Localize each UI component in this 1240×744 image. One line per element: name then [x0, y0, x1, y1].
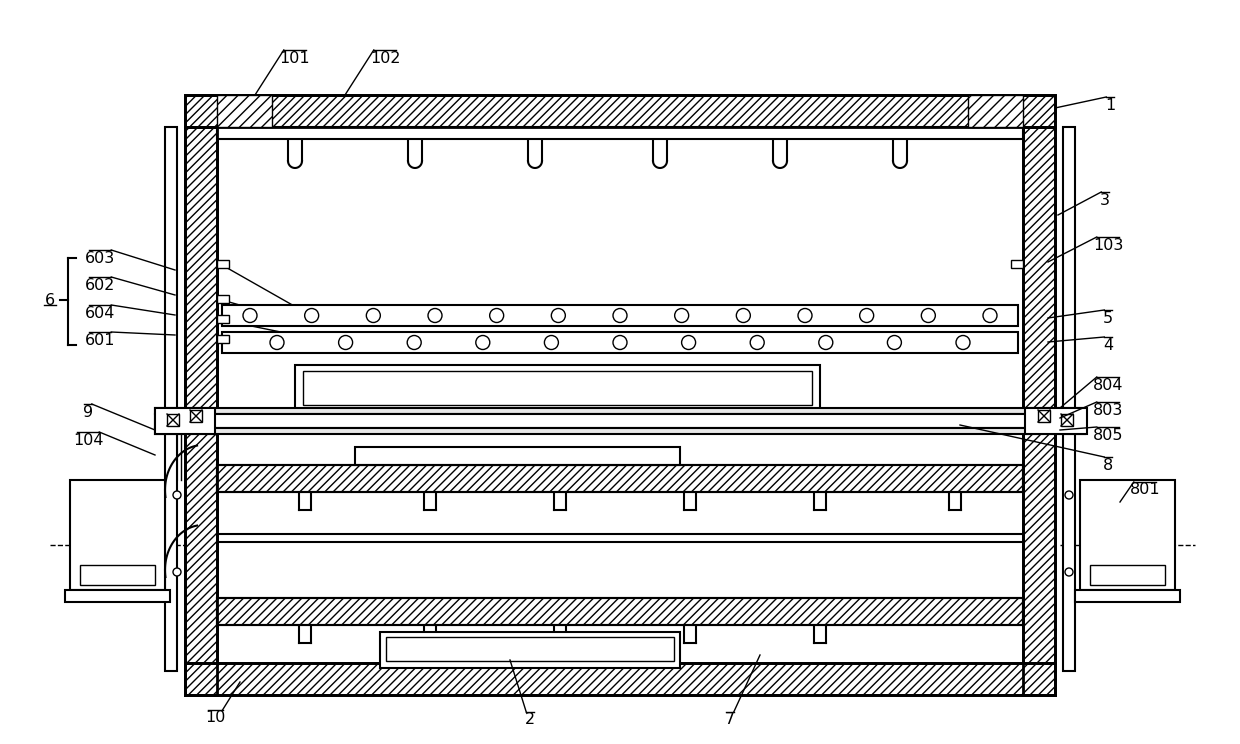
Bar	[217, 95, 272, 127]
Bar	[217, 465, 1023, 492]
Text: 803: 803	[1092, 403, 1123, 417]
Ellipse shape	[407, 336, 422, 350]
Ellipse shape	[1065, 491, 1073, 499]
Bar	[190, 410, 202, 422]
Ellipse shape	[305, 309, 319, 322]
Ellipse shape	[956, 336, 970, 350]
Bar	[217, 260, 229, 268]
Ellipse shape	[921, 309, 935, 322]
Ellipse shape	[174, 568, 181, 576]
Ellipse shape	[888, 336, 901, 350]
Text: 801: 801	[1130, 483, 1161, 498]
Bar	[1023, 127, 1055, 695]
Text: 8: 8	[1102, 458, 1114, 472]
Bar	[155, 408, 215, 434]
Text: 805: 805	[1092, 428, 1123, 443]
Bar	[1063, 127, 1075, 671]
Ellipse shape	[799, 309, 812, 322]
Bar	[167, 414, 179, 426]
Text: 804: 804	[1092, 377, 1123, 393]
Ellipse shape	[675, 309, 688, 322]
Bar	[1061, 414, 1073, 426]
Bar	[217, 598, 1023, 625]
Bar	[355, 447, 680, 465]
Ellipse shape	[613, 309, 627, 322]
Bar	[185, 663, 1055, 695]
Bar	[222, 305, 1018, 326]
Ellipse shape	[983, 309, 997, 322]
Bar	[64, 590, 170, 602]
Ellipse shape	[613, 336, 627, 350]
Bar	[968, 95, 1023, 127]
Text: 602: 602	[84, 278, 115, 292]
Text: 4: 4	[1102, 338, 1114, 353]
Bar	[185, 127, 217, 695]
Bar	[1075, 590, 1180, 602]
Bar	[155, 414, 1085, 428]
Ellipse shape	[366, 309, 381, 322]
Bar	[165, 127, 177, 671]
Bar	[1025, 408, 1087, 434]
Ellipse shape	[818, 336, 833, 350]
Text: 101: 101	[280, 51, 310, 65]
Text: 7: 7	[725, 713, 735, 728]
Ellipse shape	[859, 309, 874, 322]
Ellipse shape	[737, 309, 750, 322]
Ellipse shape	[174, 491, 181, 499]
Text: 103: 103	[1092, 237, 1123, 252]
Bar	[1038, 410, 1050, 422]
Bar	[217, 127, 1023, 139]
Ellipse shape	[428, 309, 441, 322]
Bar	[185, 663, 1055, 695]
Bar	[185, 95, 1055, 127]
Ellipse shape	[243, 309, 257, 322]
Bar	[217, 315, 229, 323]
Bar	[217, 598, 1023, 625]
Bar	[217, 295, 229, 303]
Bar	[379, 632, 680, 668]
Text: 104: 104	[73, 432, 103, 447]
Bar	[303, 371, 812, 405]
Bar	[295, 365, 820, 413]
Text: 6: 6	[45, 292, 55, 307]
Bar	[1080, 480, 1176, 590]
Ellipse shape	[270, 336, 284, 350]
Text: 3: 3	[1100, 193, 1110, 208]
Bar	[1011, 260, 1023, 268]
Bar	[185, 127, 217, 695]
Bar	[217, 465, 1023, 492]
Ellipse shape	[552, 309, 565, 322]
Text: 601: 601	[84, 333, 115, 347]
Bar	[222, 332, 1018, 353]
Ellipse shape	[750, 336, 764, 350]
Bar	[217, 335, 229, 343]
Text: 102: 102	[370, 51, 401, 65]
Bar	[386, 637, 675, 661]
Ellipse shape	[1065, 568, 1073, 576]
Bar	[155, 408, 1085, 414]
Bar	[69, 480, 165, 590]
Text: 5: 5	[1102, 310, 1114, 326]
Ellipse shape	[544, 336, 558, 350]
Text: 2: 2	[525, 713, 536, 728]
Bar	[1090, 565, 1166, 585]
Ellipse shape	[339, 336, 352, 350]
Bar	[185, 95, 1055, 127]
Ellipse shape	[682, 336, 696, 350]
Bar	[1023, 127, 1055, 695]
Bar	[81, 565, 155, 585]
Text: 1: 1	[1105, 97, 1115, 112]
Ellipse shape	[490, 309, 503, 322]
Text: 604: 604	[84, 306, 115, 321]
Text: 10: 10	[205, 711, 226, 725]
Text: 603: 603	[84, 251, 115, 266]
Bar	[155, 428, 1085, 434]
Text: 9: 9	[83, 405, 93, 420]
Ellipse shape	[476, 336, 490, 350]
